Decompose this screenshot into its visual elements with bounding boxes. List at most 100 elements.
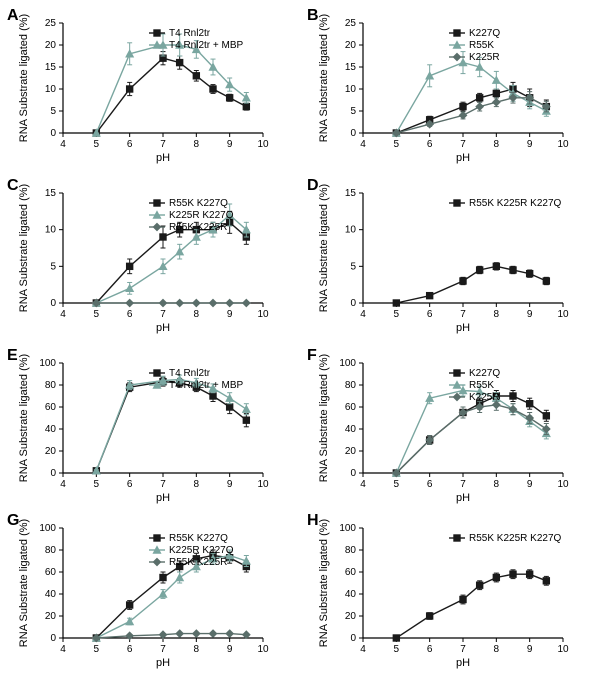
panel-G-chart: 45678910020406080100pHRNA Substrate liga…: [5, 510, 295, 675]
legend-label: R55K K227Q: [169, 533, 228, 544]
legend-label: R55K K225R K227Q: [469, 198, 562, 209]
y-axis-label: RNA Substrate ligated (%): [18, 14, 30, 142]
svg-text:60: 60: [45, 567, 57, 578]
svg-text:0: 0: [350, 298, 356, 309]
y-axis-label: RNA Substrate ligated (%): [318, 519, 330, 647]
svg-text:8: 8: [194, 139, 200, 150]
svg-text:5: 5: [94, 139, 100, 150]
panel-B: B456789100510152025pHRNA Substrate ligat…: [305, 5, 595, 170]
legend-label: K225R K227Q: [169, 545, 234, 556]
panel-label-C: C: [7, 177, 19, 195]
svg-text:0: 0: [350, 468, 356, 479]
panel-D-chart: 45678910051015pHRNA Substrate ligated (%…: [305, 175, 595, 340]
svg-text:4: 4: [360, 644, 366, 655]
svg-text:8: 8: [194, 644, 200, 655]
svg-text:60: 60: [45, 402, 57, 413]
svg-text:6: 6: [127, 479, 133, 490]
svg-text:5: 5: [350, 261, 356, 272]
svg-text:4: 4: [60, 139, 66, 150]
svg-text:8: 8: [194, 309, 200, 320]
y-axis-label: RNA Substrate ligated (%): [318, 354, 330, 482]
panel-E-chart: 45678910020406080100pHRNA Substrate liga…: [5, 345, 295, 510]
svg-text:60: 60: [345, 567, 357, 578]
svg-text:10: 10: [345, 84, 357, 95]
svg-text:9: 9: [527, 309, 533, 320]
svg-text:10: 10: [557, 479, 569, 490]
svg-text:6: 6: [427, 479, 433, 490]
svg-text:25: 25: [345, 18, 357, 29]
legend-label: R55K: [469, 380, 494, 391]
svg-text:15: 15: [345, 188, 357, 199]
svg-text:0: 0: [50, 128, 56, 139]
svg-text:5: 5: [394, 309, 400, 320]
panel-G: G45678910020406080100pHRNA Substrate lig…: [5, 510, 295, 675]
svg-text:10: 10: [345, 225, 357, 236]
svg-text:40: 40: [45, 589, 57, 600]
svg-text:40: 40: [345, 589, 357, 600]
panel-label-H: H: [307, 512, 319, 530]
svg-text:40: 40: [345, 424, 357, 435]
panel-B-chart: 456789100510152025pHRNA Substrate ligate…: [305, 5, 595, 170]
legend-label: R55K K225R: [169, 222, 227, 233]
svg-text:9: 9: [527, 139, 533, 150]
svg-text:4: 4: [360, 309, 366, 320]
x-axis-label: pH: [456, 657, 470, 669]
panel-C: C45678910051015pHRNA Substrate ligated (…: [5, 175, 295, 340]
svg-text:6: 6: [427, 309, 433, 320]
y-axis-label: RNA Substrate ligated (%): [18, 184, 30, 312]
series-line: [96, 634, 246, 638]
svg-text:4: 4: [60, 479, 66, 490]
panel-label-A: A: [7, 7, 19, 25]
svg-text:10: 10: [45, 84, 57, 95]
svg-text:9: 9: [227, 644, 233, 655]
svg-text:9: 9: [527, 479, 533, 490]
svg-text:40: 40: [45, 424, 57, 435]
svg-text:8: 8: [494, 644, 500, 655]
panel-label-B: B: [307, 7, 319, 25]
svg-text:15: 15: [345, 62, 357, 73]
legend-label: T4 Rnl2tr + MBP: [169, 40, 244, 51]
svg-text:20: 20: [45, 40, 57, 51]
svg-text:100: 100: [339, 523, 356, 534]
x-axis-label: pH: [456, 152, 470, 164]
svg-text:7: 7: [460, 309, 466, 320]
panel-E: E45678910020406080100pHRNA Substrate lig…: [5, 345, 295, 510]
svg-text:4: 4: [60, 644, 66, 655]
panel-F: F45678910020406080100pHRNA Substrate lig…: [305, 345, 595, 510]
series-line: [96, 222, 246, 303]
legend-label: R55K K225R: [169, 557, 227, 568]
y-axis-label: RNA Substrate ligated (%): [318, 14, 330, 142]
legend-label: K227Q: [469, 28, 500, 39]
svg-text:9: 9: [527, 644, 533, 655]
svg-text:6: 6: [127, 139, 133, 150]
svg-text:100: 100: [39, 358, 56, 369]
legend-label: K225R K227Q: [169, 210, 234, 221]
svg-text:10: 10: [557, 139, 569, 150]
y-axis-label: RNA Substrate ligated (%): [18, 519, 30, 647]
svg-text:0: 0: [50, 633, 56, 644]
svg-text:10: 10: [257, 644, 269, 655]
svg-text:80: 80: [345, 380, 357, 391]
x-axis-label: pH: [456, 492, 470, 504]
panel-label-D: D: [307, 177, 319, 195]
svg-text:9: 9: [227, 139, 233, 150]
svg-text:10: 10: [557, 644, 569, 655]
svg-text:5: 5: [394, 479, 400, 490]
legend-label: T4 Rnl2tr + MBP: [169, 380, 244, 391]
panel-label-G: G: [7, 512, 19, 530]
panel-A: A456789100510152025pHRNA Substrate ligat…: [5, 5, 295, 170]
svg-text:6: 6: [427, 644, 433, 655]
svg-text:5: 5: [350, 106, 356, 117]
panel-label-E: E: [7, 347, 18, 365]
series-line: [396, 98, 546, 133]
svg-text:0: 0: [50, 298, 56, 309]
x-axis-label: pH: [156, 492, 170, 504]
svg-text:20: 20: [45, 446, 57, 457]
svg-text:10: 10: [557, 309, 569, 320]
svg-text:7: 7: [160, 479, 166, 490]
svg-text:8: 8: [494, 309, 500, 320]
svg-text:4: 4: [360, 139, 366, 150]
svg-text:4: 4: [360, 479, 366, 490]
svg-text:80: 80: [45, 380, 57, 391]
panel-D: D45678910051015pHRNA Substrate ligated (…: [305, 175, 595, 340]
